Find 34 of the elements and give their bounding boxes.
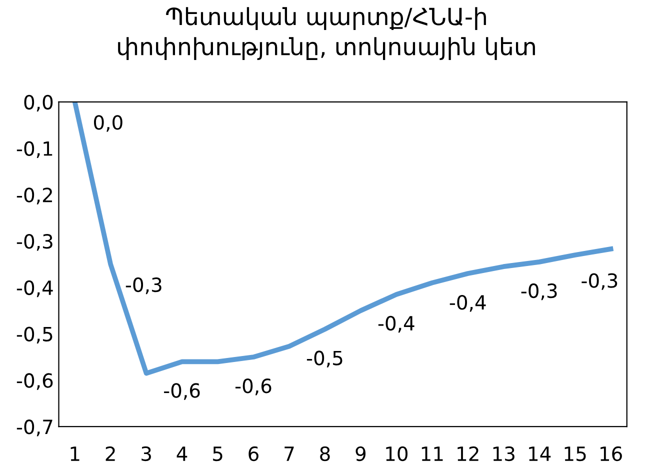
x-tick-label: 11 bbox=[422, 446, 443, 461]
x-tick-label: 15 bbox=[564, 446, 586, 462]
x-tick-label: 2 bbox=[106, 446, 115, 461]
y-tick-label: 0,0 bbox=[24, 94, 53, 112]
y-tick-label: -0,2 bbox=[16, 188, 52, 204]
y-tick-label: -0,5 bbox=[16, 326, 52, 344]
chart-title: Պետական պարտք/ՀՆԱ-ի փոփոխությունը, տոկոսային կետ bbox=[118, 7, 535, 60]
x-tick-label: 4 bbox=[176, 446, 188, 461]
x-tick-label: 13 bbox=[493, 446, 514, 462]
x-tick-label: 8 bbox=[320, 446, 330, 462]
x-tick-label: 10 bbox=[386, 446, 408, 462]
data-label: -0,4 bbox=[378, 316, 414, 333]
y-tick-label: -0,6 bbox=[16, 373, 53, 390]
data-label: 0,0 bbox=[94, 115, 122, 132]
data-label: -0,3 bbox=[582, 273, 618, 290]
x-tick-label: 14 bbox=[529, 446, 551, 461]
data-label: -0,3 bbox=[126, 277, 162, 294]
x-tick-label: 1 bbox=[70, 446, 80, 461]
x-tick-label: 6 bbox=[248, 446, 258, 462]
x-tick-label: 9 bbox=[356, 446, 366, 462]
y-tick-label: -0,1 bbox=[16, 141, 52, 158]
x-tick-label: 12 bbox=[458, 446, 478, 461]
data-label: -0,4 bbox=[450, 295, 486, 312]
y-tick-label: -0,7 bbox=[16, 420, 52, 436]
y-tick-label: -0,4 bbox=[16, 280, 53, 298]
data-label: -0,6 bbox=[235, 378, 272, 396]
x-tick-label: 5 bbox=[213, 446, 222, 462]
y-tick-label: -0,3 bbox=[16, 234, 52, 251]
data-label: -0,5 bbox=[306, 350, 342, 368]
data-label: -0,3 bbox=[521, 283, 557, 300]
x-tick-label: 7 bbox=[284, 446, 294, 461]
x-tick-label: 16 bbox=[600, 446, 622, 462]
data-label: -0,6 bbox=[164, 383, 200, 400]
x-tick-label: 3 bbox=[142, 446, 151, 462]
